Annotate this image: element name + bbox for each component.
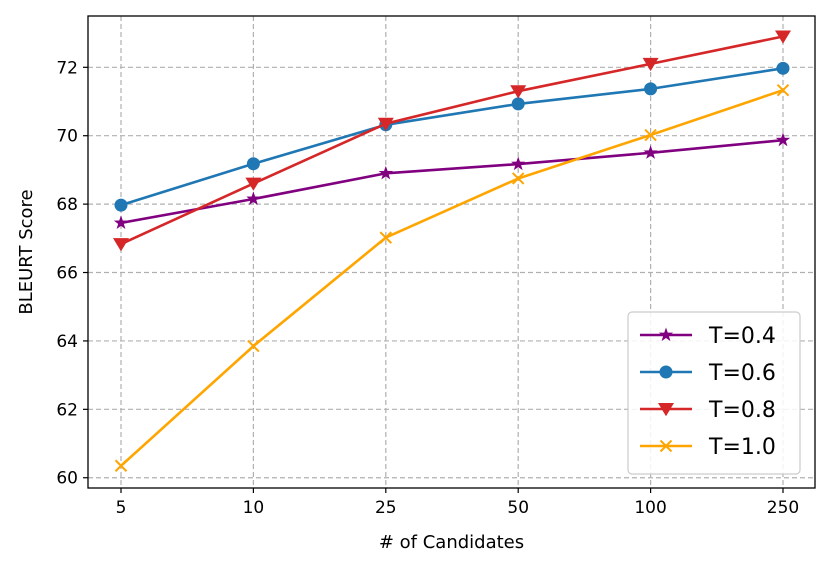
data-point	[377, 117, 394, 131]
legend-marker	[658, 327, 674, 342]
x-tick-label: 100	[634, 498, 666, 518]
y-tick-label: 68	[56, 195, 78, 215]
y-tick-label: 72	[56, 58, 78, 78]
series-T=0.6	[114, 61, 790, 212]
legend-label: T=0.8	[708, 398, 776, 423]
y-tick-label: 60	[56, 469, 78, 489]
legend-item: T=1.0	[640, 435, 776, 460]
series-T=0.8	[113, 30, 791, 252]
legend: T=0.4 T=0.6 T=0.8 T=1.0	[627, 311, 801, 475]
legend-item: T=0.6	[640, 361, 776, 386]
data-point	[113, 238, 129, 252]
legend-items: T=0.4 T=0.6 T=0.8 T=1.0	[640, 324, 776, 460]
series-line	[120, 67, 784, 207]
series-line	[120, 138, 784, 225]
grid-lines	[88, 16, 815, 488]
data-point	[510, 85, 527, 99]
data-point	[245, 177, 262, 191]
data-point	[379, 231, 393, 244]
y-tick-label: 70	[56, 127, 78, 147]
data-point	[642, 57, 659, 72]
data-point	[114, 198, 128, 212]
data-point	[113, 215, 129, 229]
data-point	[776, 84, 790, 97]
x-axis-title: # of Candidates	[379, 532, 524, 553]
legend-label: T=0.6	[708, 361, 776, 386]
data-point	[511, 156, 526, 171]
data-point	[776, 61, 790, 75]
data-point	[246, 191, 261, 206]
y-tick-label: 64	[56, 332, 78, 352]
legend-item: T=0.4	[640, 324, 776, 349]
series-line	[120, 35, 784, 246]
data-point	[247, 339, 260, 353]
x-tick-label: 10	[243, 498, 265, 518]
plot-frame	[87, 15, 816, 489]
data-point	[644, 82, 658, 96]
x-tick-label: 250	[767, 498, 799, 518]
data-point	[511, 172, 525, 185]
series-T=1.0	[114, 84, 790, 472]
data-point	[246, 157, 260, 171]
data-point	[775, 132, 791, 147]
data-point	[378, 165, 393, 180]
legend-marker	[658, 403, 674, 417]
series-T=0.4	[113, 132, 791, 229]
data-point	[643, 145, 658, 159]
data-point	[775, 30, 791, 44]
legend-label: T=0.4	[708, 324, 776, 349]
data-point	[511, 97, 525, 111]
series-line	[120, 88, 784, 467]
x-tick-label: 25	[375, 498, 397, 518]
x-tick-label: 50	[507, 498, 529, 518]
series-lines	[113, 30, 791, 472]
legend-item: T=0.8	[640, 398, 776, 423]
axis-ticks: 5 10 25 50 100 250 60 62 64 66 68 70 72	[56, 58, 799, 518]
x-tick-label: 5	[116, 498, 127, 518]
data-point	[644, 128, 657, 142]
legend-marker	[659, 365, 673, 379]
y-axis-title: BLEURT Score	[16, 189, 37, 314]
legend-marker	[659, 439, 673, 453]
y-tick-label: 62	[56, 400, 78, 420]
legend-box	[627, 311, 801, 475]
y-tick-label: 66	[56, 264, 78, 284]
legend-label: T=1.0	[708, 435, 776, 460]
data-point	[114, 459, 128, 472]
